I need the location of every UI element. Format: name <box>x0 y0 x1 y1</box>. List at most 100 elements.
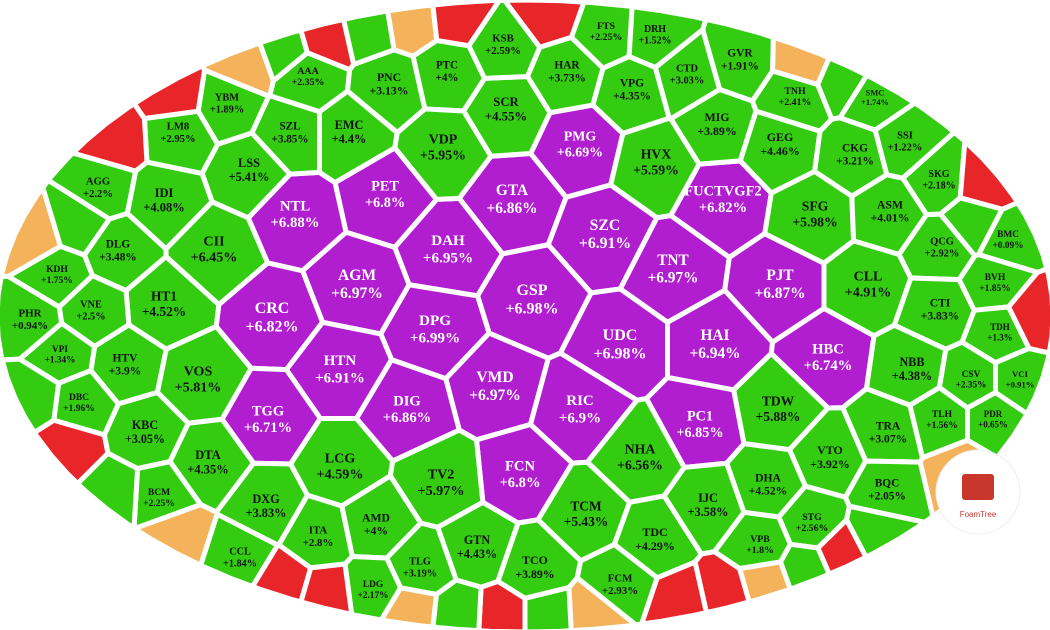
cell-change: +6.97% <box>469 387 521 404</box>
cell-ticker: BCM <box>148 487 170 498</box>
cell-change: +5.95% <box>420 147 466 162</box>
cell-change: +1.22% <box>888 143 923 154</box>
cell-change: +4% <box>436 72 459 84</box>
cell-ticker: TCO <box>522 553 548 567</box>
cell-ticker: VMD <box>476 369 513 386</box>
logo-icon <box>962 474 994 500</box>
cell <box>608 115 702 221</box>
cell-ticker: QCG <box>930 237 954 248</box>
cell-change: +6.99% <box>410 331 460 347</box>
cell-change: +5.43% <box>564 514 609 529</box>
cell <box>392 106 494 202</box>
cell-ticker: HTN <box>324 353 357 369</box>
cell-change: +0.94% <box>12 320 48 332</box>
cell-ticker: PTC <box>436 59 458 71</box>
cell-ticker: TNH <box>784 86 806 97</box>
cell-ticker: GTN <box>464 533 490 547</box>
cell <box>626 4 709 70</box>
cell-ticker: FTS <box>597 21 616 32</box>
cell-ticker: PC1 <box>687 408 713 424</box>
cell-ticker: TDW <box>762 394 795 409</box>
cell-ticker: DPG <box>419 313 451 329</box>
cell-ticker: VPI <box>52 345 68 355</box>
cell-ticker: STG <box>802 512 822 523</box>
cell-ticker: TDH <box>990 322 1009 332</box>
labels: PMG+6.69%PET+6.8%NTL+6.88%GTA+6.86%FUCTV… <box>12 21 1035 601</box>
cell-change: +3.92% <box>810 457 850 471</box>
cell-ticker: DXG <box>252 492 280 506</box>
cell-ticker: HTV <box>113 352 139 364</box>
cell-change: +6.9% <box>559 410 601 426</box>
cell-change: +4.35% <box>613 91 651 103</box>
cell-ticker: HT1 <box>151 289 177 304</box>
cell-ticker: SZC <box>590 217 621 234</box>
cell-ticker: SFG <box>802 199 829 214</box>
cell <box>844 503 928 560</box>
cell <box>430 0 502 49</box>
cell-ticker: PJT <box>766 267 794 284</box>
cell-ticker: VPB <box>750 534 770 545</box>
cell-change: +1.89% <box>210 105 244 116</box>
cell <box>937 195 1005 259</box>
cell-ticker: HAR <box>554 59 580 71</box>
cell-change: +6.88% <box>271 215 320 231</box>
cell-ticker: GVR <box>727 47 753 59</box>
cell <box>132 502 220 568</box>
cell-change: +4.52% <box>142 304 186 319</box>
cell <box>378 585 439 630</box>
cell-ticker: IDI <box>155 186 174 200</box>
cell-ticker: DTA <box>195 448 220 462</box>
cell-change: +2.25% <box>143 498 175 509</box>
cell <box>1006 266 1050 356</box>
cell-ticker: UDC <box>603 327 638 344</box>
cell-change: +3.83% <box>921 310 959 323</box>
cell-change: +2.17% <box>357 591 388 601</box>
cell-change: +6.97% <box>331 285 383 302</box>
cell-change: +4.46% <box>760 144 800 158</box>
cell-ticker: FCM <box>608 572 633 584</box>
cell-change: +4.4% <box>332 132 367 146</box>
cell-change: +5.98% <box>792 214 837 229</box>
cell-ticker: ASM <box>877 198 903 211</box>
cell <box>815 55 870 122</box>
cell-change: +6.91% <box>315 370 365 386</box>
cell-ticker: BMC <box>997 230 1019 240</box>
cell-change: +4.38% <box>892 369 932 383</box>
cell-ticker: DBC <box>69 392 89 403</box>
cell-ticker: FUCTVGF2 <box>684 183 761 199</box>
cell-change: +1.3% <box>987 332 1012 342</box>
cell-change: +1.75% <box>41 275 73 286</box>
cell-change: +6.45% <box>191 250 238 266</box>
cell-ticker: NBB <box>899 355 924 369</box>
cell-change: +1.84% <box>223 558 257 569</box>
cell-ticker: KDH <box>46 264 68 275</box>
cell-change: +6.95% <box>423 251 473 267</box>
cell-change: +4.01% <box>871 212 910 225</box>
cell-change: +6.87% <box>754 285 805 302</box>
cell-ticker: YBM <box>215 93 239 104</box>
cell-ticker: LCG <box>325 450 356 466</box>
cell-ticker: TGG <box>252 403 284 419</box>
cell-ticker: LDG <box>363 580 384 590</box>
cell-change: +3.19% <box>403 569 437 580</box>
cell-ticker: CLL <box>854 270 883 285</box>
cell-change: +3.05% <box>125 432 165 446</box>
cell-change: +2.95% <box>160 134 195 145</box>
cell-ticker: CTI <box>930 296 951 309</box>
cell-ticker: TDC <box>642 525 667 539</box>
cell-change: +1.85% <box>979 284 1011 294</box>
cell-ticker: CCL <box>229 547 251 558</box>
cell-ticker: VCI <box>1012 369 1029 379</box>
cell-ticker: DAH <box>431 233 465 249</box>
cell-change: +6.56% <box>617 457 663 472</box>
cell-ticker: SKG <box>928 169 949 180</box>
cell-ticker: RIC <box>566 393 593 409</box>
cell-change: +3.13% <box>370 85 409 98</box>
cell-ticker: PDR <box>984 409 1003 419</box>
cell-ticker: DIG <box>393 393 421 409</box>
cell <box>131 63 208 122</box>
cell-ticker: VDP <box>429 132 458 147</box>
cell-change: +5.81% <box>175 380 222 396</box>
cell-change: +5.88% <box>756 409 801 424</box>
